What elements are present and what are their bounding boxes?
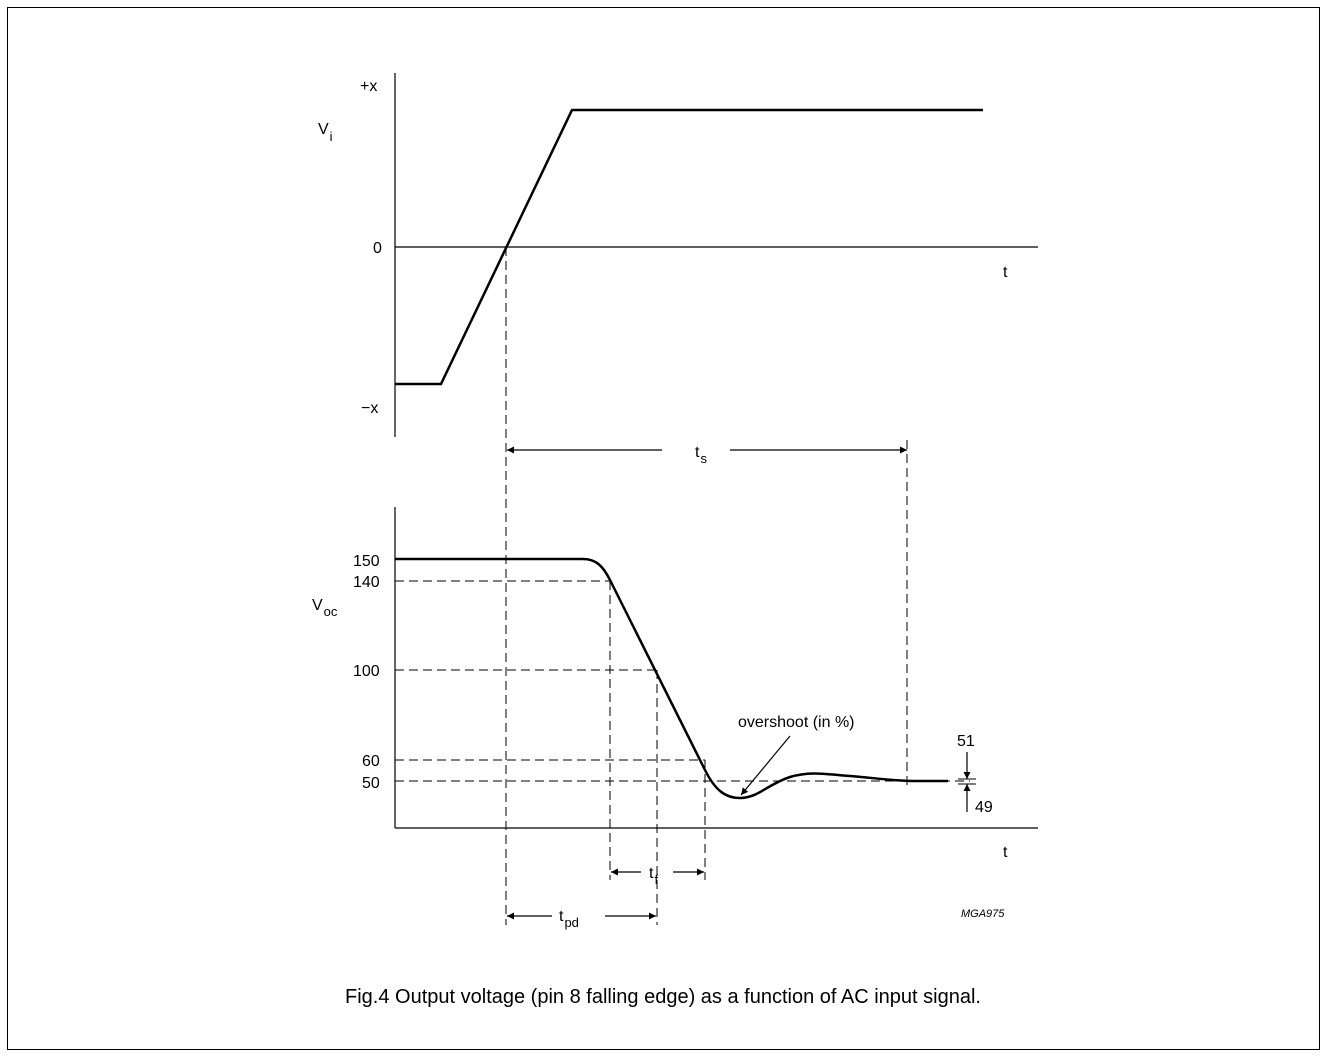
tpd-label: tpd bbox=[559, 908, 579, 930]
figure-code: MGA975 bbox=[961, 908, 1005, 920]
voc-output-signal bbox=[395, 557, 948, 800]
time-guides bbox=[505, 247, 908, 925]
figure-caption: Fig.4 Output voltage (pin 8 falling edge… bbox=[345, 986, 981, 1008]
band-lower-label: 49 bbox=[975, 799, 993, 816]
vi-tick-plus-x: +x bbox=[360, 78, 377, 95]
overshoot-arrow bbox=[740, 735, 791, 796]
voc-tick-50: 50 bbox=[362, 775, 380, 792]
voc-x-label: t bbox=[1003, 844, 1008, 861]
voc-axis-label: Voc bbox=[312, 597, 338, 619]
voc-tick-150: 150 bbox=[353, 553, 380, 570]
band-upper-label: 51 bbox=[957, 733, 975, 750]
vi-x-label: t bbox=[1003, 264, 1008, 281]
figure-frame bbox=[7, 7, 1320, 1050]
tf-label: tf bbox=[649, 865, 658, 887]
vi-tick-minus-x: −x bbox=[361, 400, 378, 417]
vi-axis-label: Vi bbox=[318, 121, 333, 144]
vi-tick-zero: 0 bbox=[373, 240, 382, 257]
voc-tick-140: 140 bbox=[353, 574, 380, 591]
overshoot-annotation: overshoot (in %) bbox=[738, 714, 855, 731]
voc-tick-60: 60 bbox=[362, 753, 380, 770]
voc-tick-100: 100 bbox=[353, 663, 380, 680]
voc-level-guides bbox=[395, 580, 970, 782]
ts-label: ts bbox=[695, 444, 707, 466]
